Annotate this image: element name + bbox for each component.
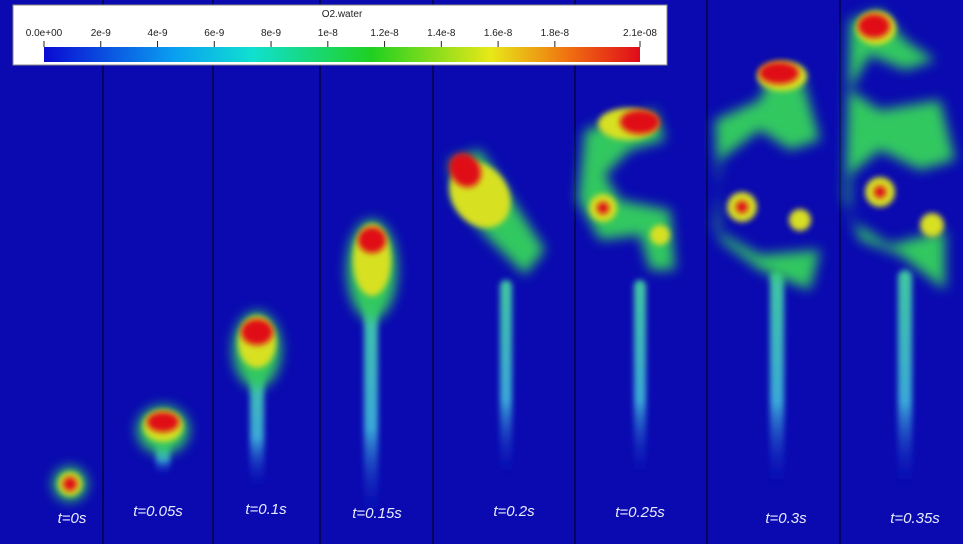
time-label: t=0.15s: [352, 505, 402, 522]
time-label: t=0.25s: [615, 504, 665, 521]
colorbar-tick-label: 0.0e+00: [26, 28, 63, 39]
colorbar-tick-label: 8e-9: [261, 28, 281, 39]
colorbar-tick-label: 1.6e-8: [484, 28, 513, 39]
colorbar-tick-label: 2e-9: [91, 28, 111, 39]
time-label: t=0.3s: [765, 510, 807, 527]
colorbar-tick-label: 1.8e-8: [541, 28, 570, 39]
colorbar-tick-label: 1e-8: [318, 28, 338, 39]
colorbar: O2.water 0.0e+00 2e-9 4e-9 6e-9 8e-9 1e-8 1.2e…: [13, 5, 667, 65]
colorbar-tick-label: 6e-9: [204, 28, 224, 39]
time-label: t=0.2s: [493, 503, 535, 520]
page: {"colorbar": {"title": "O2.water", "rang…: [0, 0, 963, 544]
colorbar-title: O2.water: [322, 9, 363, 20]
background: [0, 0, 963, 544]
visualization: t=0s t=0.05s t=0.1s t=0.15s t=0.2s t=0.25s t=0…: [0, 0, 963, 544]
time-label: t=0s: [58, 510, 87, 527]
time-label: t=0.35s: [890, 510, 940, 527]
colorbar-tick-label: 4e-9: [148, 28, 168, 39]
colorbar-tick-label: 1.2e-8: [370, 28, 399, 39]
time-label: t=0.05s: [133, 503, 183, 520]
colorbar-tick-label: 2.1e-08: [623, 28, 657, 39]
colorbar-gradient: [44, 47, 640, 62]
colorbar-tick-label: 1.4e-8: [427, 28, 456, 39]
time-label: t=0.1s: [245, 501, 287, 518]
